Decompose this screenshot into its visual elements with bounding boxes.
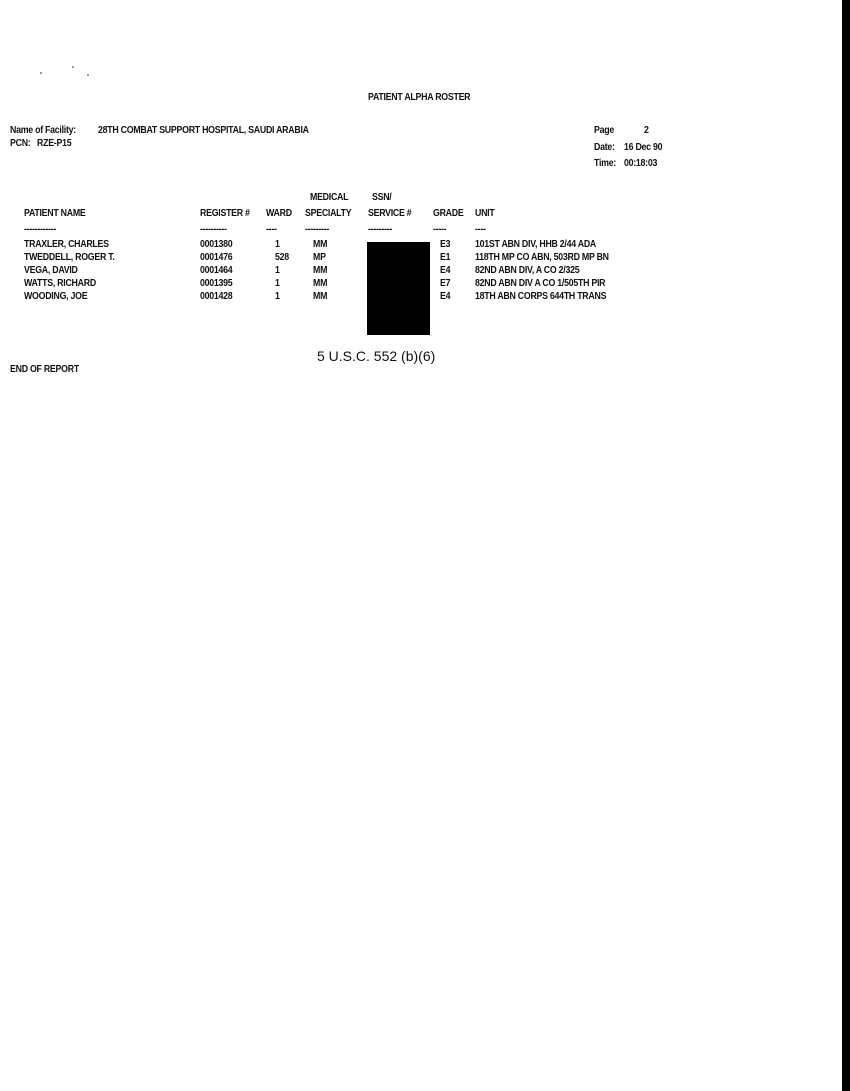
page-number: 2 xyxy=(644,125,649,136)
cell-unit: 82ND ABN DIV A CO 1/505TH PIR xyxy=(475,278,606,289)
dash-name: ------------ xyxy=(24,224,57,235)
cell-ward: 1 xyxy=(275,291,280,302)
redaction-caption: 5 U.S.C. 552 (b)(6) xyxy=(317,348,436,364)
cell-unit: 101ST ABN DIV, HHB 2/44 ADA xyxy=(475,239,597,250)
pcn-value: RZE-P15 xyxy=(37,138,72,149)
facility-value: 28TH COMBAT SUPPORT HOSPITAL, SAUDI ARAB… xyxy=(98,125,309,136)
scan-speck xyxy=(87,74,89,76)
redaction-box xyxy=(367,242,430,335)
dash-ward: ---- xyxy=(266,224,277,235)
header-unit: UNIT xyxy=(475,208,495,219)
dash-register: ---------- xyxy=(200,224,227,235)
scan-edge-bar xyxy=(842,0,850,1091)
page-label: Page xyxy=(594,125,614,136)
header-ssn: SERVICE # xyxy=(368,208,412,219)
cell-ward: 1 xyxy=(275,278,280,289)
cell-register: 0001395 xyxy=(200,278,233,289)
header-name: PATIENT NAME xyxy=(24,208,86,219)
date-value: 16 Dec 90 xyxy=(624,142,663,153)
facility-label: Name of Facility: xyxy=(10,125,76,136)
cell-name: WOODING, JOE xyxy=(24,291,88,302)
cell-unit: 118TH MP CO ABN, 503RD MP BN xyxy=(475,252,609,263)
cell-register: 0001464 xyxy=(200,265,233,276)
cell-ward: 1 xyxy=(275,239,280,250)
cell-grade: E7 xyxy=(440,278,451,289)
time-value: 00:18:03 xyxy=(624,158,658,169)
cell-grade: E4 xyxy=(440,265,451,276)
cell-specialty: MP xyxy=(313,252,326,263)
end-of-report: END OF REPORT xyxy=(10,364,79,375)
cell-ward: 528 xyxy=(275,252,289,263)
dash-grade: ----- xyxy=(433,224,447,235)
report-title: PATIENT ALPHA ROSTER xyxy=(368,92,471,103)
header-top-specialty: MEDICAL xyxy=(310,192,349,203)
cell-grade: E3 xyxy=(440,239,451,250)
scan-speck xyxy=(40,72,42,74)
cell-name: TRAXLER, CHARLES xyxy=(24,239,109,250)
scan-speck xyxy=(72,66,74,68)
cell-register: 0001428 xyxy=(200,291,233,302)
cell-specialty: MM xyxy=(313,265,328,276)
cell-register: 0001476 xyxy=(200,252,233,263)
header-top-ssn: SSN/ xyxy=(372,192,392,203)
dash-unit: ---- xyxy=(475,224,486,235)
cell-grade: E4 xyxy=(440,291,451,302)
header-register: REGISTER # xyxy=(200,208,250,219)
cell-specialty: MM xyxy=(313,239,328,250)
time-label: Time: xyxy=(594,158,616,169)
header-ward: WARD xyxy=(266,208,292,219)
header-grade: GRADE xyxy=(433,208,464,219)
dash-specialty: --------- xyxy=(305,224,330,235)
cell-name: TWEDDELL, ROGER T. xyxy=(24,252,115,263)
cell-unit: 82ND ABN DIV, A CO 2/325 xyxy=(475,265,580,276)
date-label: Date: xyxy=(594,142,615,153)
cell-register: 0001380 xyxy=(200,239,233,250)
cell-name: VEGA, DAVID xyxy=(24,265,78,276)
cell-specialty: MM xyxy=(313,278,328,289)
cell-specialty: MM xyxy=(313,291,328,302)
cell-ward: 1 xyxy=(275,265,280,276)
cell-unit: 18TH ABN CORPS 644TH TRANS xyxy=(475,291,607,302)
cell-name: WATTS, RICHARD xyxy=(24,278,96,289)
cell-grade: E1 xyxy=(440,252,451,263)
pcn-label: PCN: xyxy=(10,138,31,149)
header-specialty: SPECIALTY xyxy=(305,208,352,219)
dash-ssn: --------- xyxy=(368,224,393,235)
